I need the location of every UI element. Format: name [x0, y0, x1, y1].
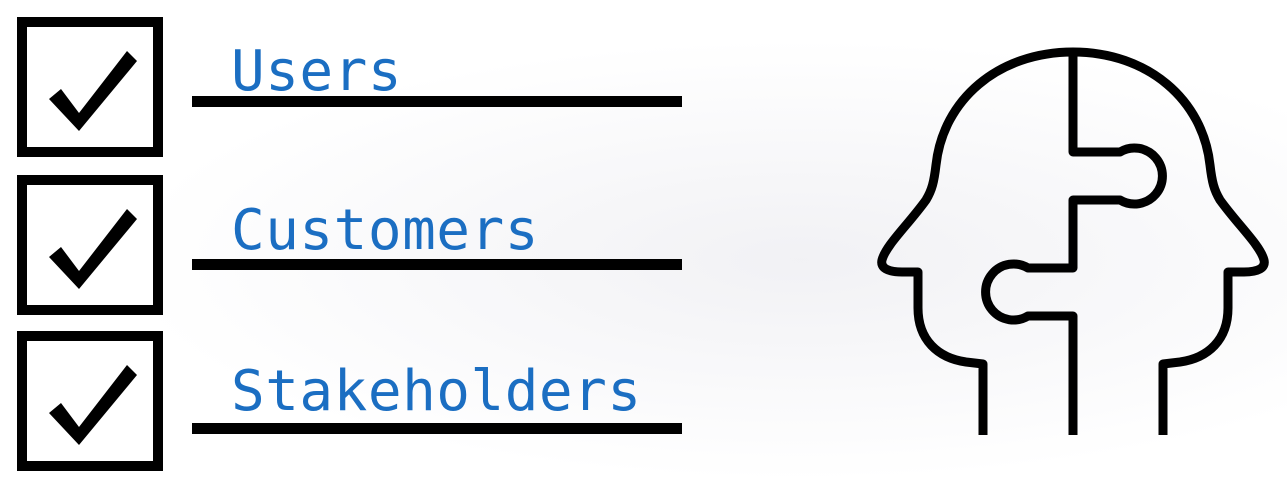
- underline-customers: [192, 259, 682, 270]
- two-heads-puzzle-icon: [877, 47, 1269, 435]
- underline-stakeholders: [192, 423, 682, 434]
- underline-users: [192, 96, 682, 107]
- checkbox-users: [17, 17, 163, 157]
- checkbox-customers: [17, 175, 163, 315]
- checkmark-icon: [49, 365, 137, 445]
- item-label-customers: Customers: [231, 198, 539, 263]
- checkbox-stakeholders: [17, 331, 163, 471]
- checkmark-icon: [49, 209, 137, 289]
- item-label-stakeholders: Stakeholders: [231, 359, 642, 424]
- item-label-users: Users: [231, 39, 403, 104]
- checkmark-icon: [49, 51, 137, 131]
